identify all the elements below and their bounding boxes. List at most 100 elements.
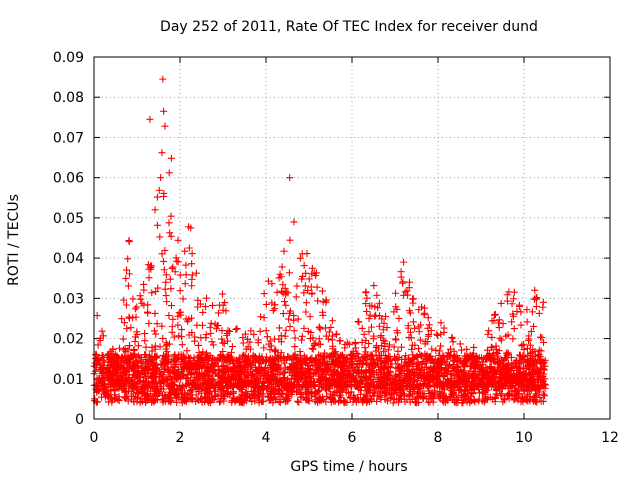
data-point [381,365,389,373]
data-point [294,315,302,323]
data-point [531,394,539,402]
data-point [224,351,232,359]
data-point [268,371,276,379]
data-point [379,326,387,334]
data-point [360,395,368,403]
data-point [430,395,438,403]
data-point [128,392,135,400]
data-point [207,319,215,327]
data-point [408,345,416,353]
data-point [172,254,180,262]
data-point [324,335,332,343]
data-point [260,314,268,322]
data-point [99,332,107,340]
x-tick-label: 2 [176,430,185,446]
data-point [205,398,213,406]
data-point [424,332,432,340]
data-point [168,264,176,272]
data-point [274,351,282,359]
data-point [476,366,484,374]
data-point [426,367,434,375]
data-point [297,367,305,375]
data-point [415,361,423,369]
data-point [209,380,217,388]
data-point [382,375,390,383]
data-point [505,374,513,382]
data-point [216,378,224,386]
data-point [362,348,370,356]
data-point [221,362,229,370]
data-point [218,290,226,298]
data-point [312,269,320,277]
data-point [432,369,440,377]
data-point [291,362,299,370]
data-point [157,174,165,182]
data-point [162,292,170,300]
data-point [140,301,148,309]
data-point [273,365,281,373]
data-point [300,381,308,389]
data-point [218,383,226,391]
data-point [352,349,360,357]
data-point [362,289,370,297]
data-point [281,284,289,292]
data-point [124,255,132,263]
data-point [94,341,102,349]
data-point [541,392,549,400]
data-point [495,324,503,332]
data-point [383,369,391,377]
data-point [270,376,278,384]
data-point [219,347,227,355]
data-point [327,381,335,389]
data-point [522,382,530,390]
data-point [452,381,460,389]
data-point [408,360,416,368]
data-point [374,304,382,312]
data-point [416,351,424,359]
data-point [499,360,507,368]
data-point [425,383,433,391]
data-point [322,398,330,406]
data-point [454,394,462,402]
data-point [158,149,166,157]
data-point [261,367,269,375]
data-point [110,381,118,389]
data-point [209,301,217,309]
data-point [216,398,224,406]
data-point [488,368,496,376]
data-point [182,396,190,404]
data-point [381,337,389,345]
data-point [91,397,99,405]
data-point [175,309,183,317]
data-point [363,294,371,302]
data-point [136,292,144,300]
data-point [541,356,549,364]
data-point [161,122,169,130]
data-point [253,366,261,374]
data-point [120,319,128,327]
data-point [96,336,104,344]
data-point [512,363,520,371]
data-point [488,333,496,341]
data-point [329,375,337,383]
y-tick-label: 0.01 [53,372,84,388]
data-point [274,370,282,378]
data-point [375,322,383,330]
data-point [273,288,281,296]
data-point [297,393,305,401]
data-point [487,343,495,351]
data-point [336,388,344,396]
data-point [427,364,435,372]
data-point [166,275,174,283]
data-point [282,301,290,309]
data-point [524,356,532,364]
data-point [285,315,293,323]
data-point [125,238,133,246]
data-point [381,357,389,365]
data-point [365,369,373,377]
data-point [312,366,320,374]
data-point [263,333,271,341]
data-point [195,361,203,369]
data-point [188,250,196,258]
data-point [379,336,387,344]
